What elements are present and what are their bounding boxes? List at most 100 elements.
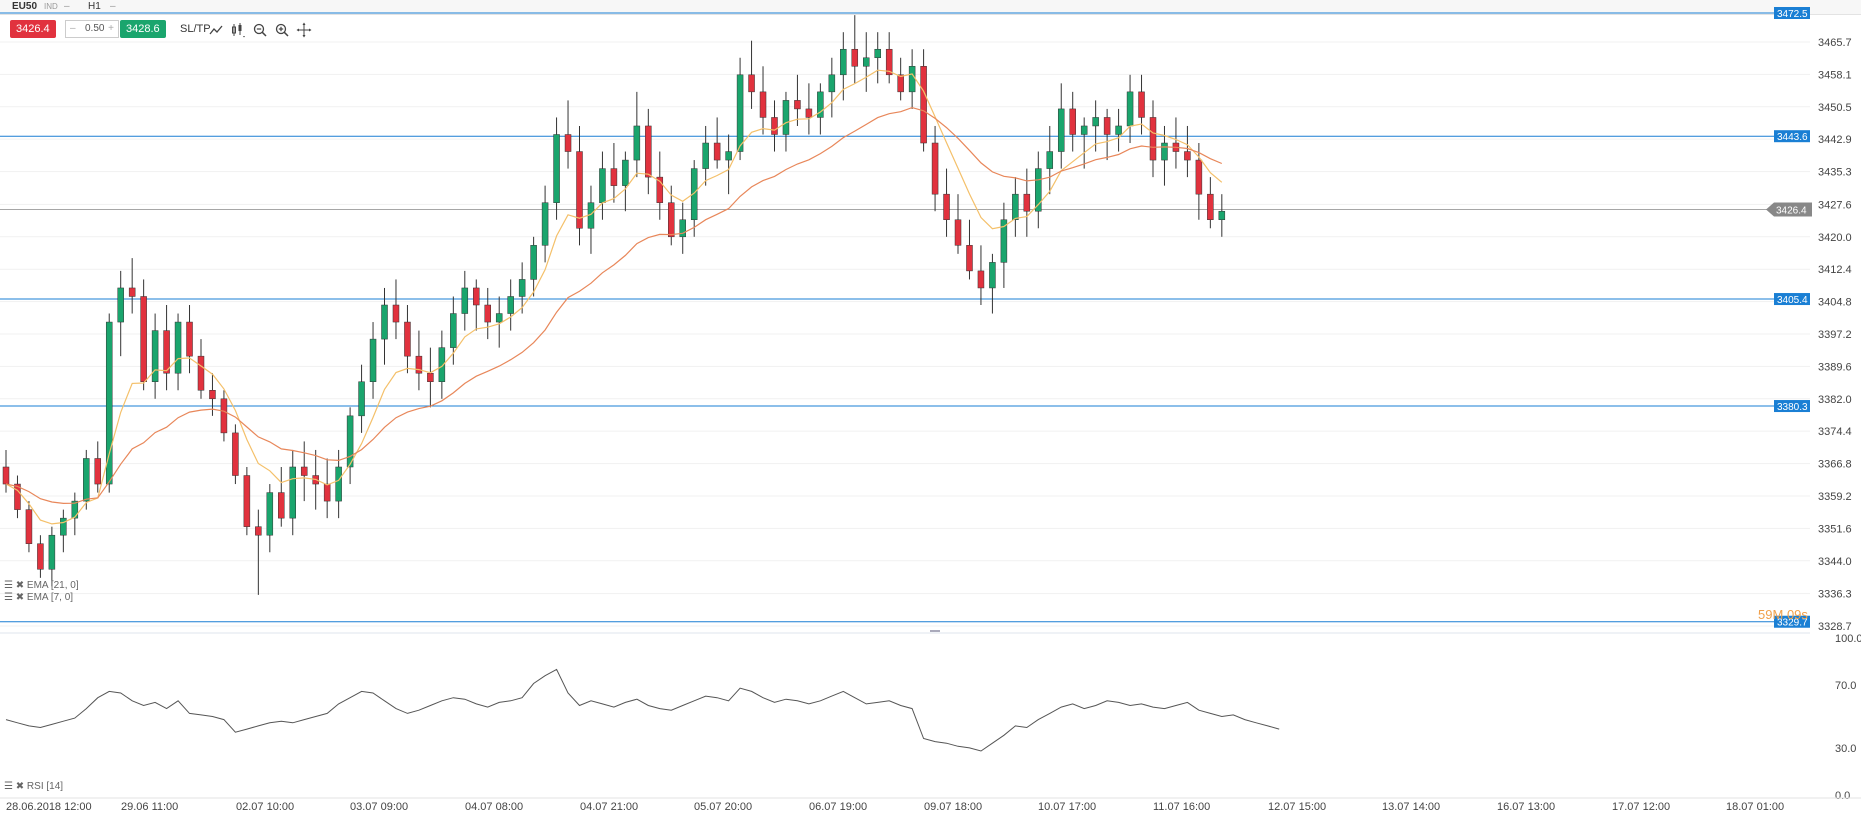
candle[interactable] — [541, 202, 549, 246]
candle[interactable] — [759, 91, 767, 118]
candle[interactable] — [702, 142, 709, 169]
candle[interactable] — [392, 304, 400, 323]
candle[interactable] — [966, 245, 973, 272]
symbol-label[interactable]: EU50 — [12, 1, 38, 12]
level-tag[interactable] — [1774, 130, 1810, 143]
qty-increase-button[interactable]: + — [108, 23, 114, 34]
candle[interactable] — [220, 398, 228, 434]
candle[interactable] — [25, 509, 33, 544]
candle[interactable] — [243, 475, 251, 527]
candle[interactable] — [232, 432, 239, 476]
candle[interactable] — [1012, 193, 1019, 220]
candle[interactable] — [863, 57, 870, 67]
candle[interactable] — [828, 74, 836, 93]
candle[interactable] — [450, 313, 457, 348]
level-tag[interactable] — [1774, 400, 1810, 413]
candle[interactable] — [931, 142, 939, 195]
candle[interactable] — [1000, 219, 1008, 263]
candle[interactable] — [300, 466, 308, 476]
candle[interactable] — [507, 296, 514, 314]
candle[interactable] — [897, 74, 904, 93]
candle[interactable] — [427, 372, 434, 382]
candle[interactable] — [83, 458, 90, 502]
candle[interactable] — [438, 347, 446, 382]
candle[interactable] — [1046, 151, 1054, 169]
close-icon[interactable]: ✖ — [15, 592, 25, 603]
quantity-stepper[interactable]: – 0.50 + — [65, 20, 119, 38]
candle[interactable] — [266, 492, 274, 536]
candle[interactable] — [1057, 108, 1065, 152]
candle[interactable] — [943, 193, 950, 220]
candle[interactable] — [278, 492, 285, 519]
candle[interactable] — [690, 168, 698, 220]
candle[interactable] — [518, 279, 526, 297]
candle[interactable] — [1161, 142, 1168, 161]
candle[interactable] — [1195, 159, 1203, 195]
candle[interactable] — [771, 117, 778, 135]
candle[interactable] — [908, 66, 916, 93]
candle[interactable] — [128, 287, 136, 297]
candle[interactable] — [461, 287, 469, 314]
candle[interactable] — [748, 74, 755, 93]
candle[interactable] — [117, 287, 124, 323]
candle[interactable] — [920, 66, 927, 144]
level-tag[interactable] — [1774, 7, 1810, 19]
candle[interactable] — [805, 108, 813, 118]
close-icon[interactable]: ✖ — [15, 781, 25, 792]
zoom-in-icon[interactable] — [274, 22, 290, 38]
candle[interactable] — [37, 543, 44, 570]
candle[interactable] — [197, 355, 205, 391]
line-chart-icon[interactable] — [208, 22, 224, 38]
candle[interactable] — [840, 48, 847, 76]
candle[interactable] — [989, 262, 996, 289]
qty-decrease-button[interactable]: – — [70, 23, 76, 34]
zoom-out-icon[interactable] — [252, 22, 268, 38]
candle[interactable] — [289, 466, 296, 519]
candle[interactable] — [1080, 125, 1088, 135]
candle[interactable] — [484, 304, 491, 323]
candle[interactable] — [1103, 117, 1111, 135]
candle[interactable] — [564, 134, 572, 152]
candle[interactable] — [725, 151, 732, 161]
candle[interactable] — [60, 517, 67, 536]
candle[interactable] — [794, 100, 801, 110]
candle[interactable] — [415, 355, 423, 374]
candle[interactable] — [782, 100, 790, 135]
candle[interactable] — [1092, 117, 1099, 127]
candle[interactable] — [358, 381, 365, 417]
candle[interactable] — [851, 48, 859, 67]
panel-resize-handle[interactable] — [930, 630, 940, 632]
candle[interactable] — [633, 125, 641, 161]
candle[interactable] — [1115, 125, 1122, 135]
candle[interactable] — [1184, 151, 1191, 161]
candle[interactable] — [1149, 117, 1157, 161]
candle[interactable] — [1023, 193, 1031, 212]
candle[interactable] — [1126, 91, 1134, 127]
candle[interactable] — [94, 458, 102, 485]
candle[interactable] — [1207, 193, 1214, 220]
ema21-legend[interactable]: ☰ ✖ EMA [21, 0] — [4, 580, 79, 591]
candle[interactable] — [1035, 168, 1042, 212]
candle[interactable] — [713, 142, 721, 161]
candle[interactable] — [174, 321, 182, 374]
menu-icon[interactable]: ☰ — [4, 592, 13, 603]
ema7-legend[interactable]: ☰ ✖ EMA [7, 0] — [4, 592, 73, 603]
candle[interactable] — [610, 168, 618, 186]
candle[interactable] — [105, 321, 113, 485]
candle[interactable] — [151, 330, 159, 382]
candle[interactable] — [1138, 91, 1145, 118]
candle[interactable] — [1069, 108, 1076, 135]
candle[interactable] — [530, 245, 537, 280]
candle[interactable] — [599, 168, 606, 203]
candle[interactable] — [473, 287, 480, 306]
close-icon[interactable]: ✖ — [15, 580, 25, 591]
candle[interactable] — [369, 338, 377, 382]
candle[interactable] — [656, 176, 664, 203]
crosshair-icon[interactable] — [296, 22, 312, 38]
candle[interactable] — [14, 483, 21, 510]
candle[interactable] — [1218, 210, 1226, 220]
level-tag[interactable] — [1774, 615, 1810, 628]
candle[interactable] — [622, 159, 629, 186]
candle[interactable] — [346, 415, 354, 468]
candle[interactable] — [679, 219, 686, 238]
